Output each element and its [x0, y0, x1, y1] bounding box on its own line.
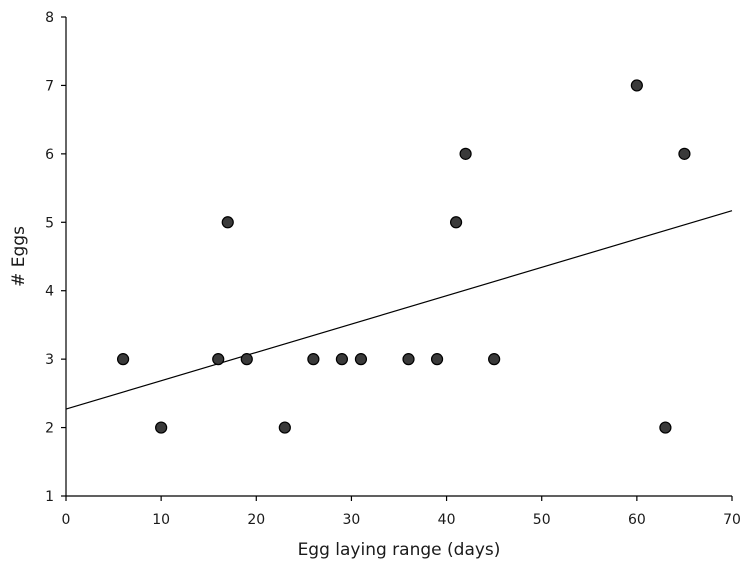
data-point [630, 79, 643, 92]
y-tick-label: 8 [45, 10, 54, 26]
data-point [221, 216, 234, 229]
y-tick-label: 4 [45, 284, 54, 300]
trendline [65, 210, 733, 410]
trendline-layer [65, 210, 733, 410]
y-tick-label: 5 [45, 215, 54, 231]
data-point [307, 353, 320, 366]
data-point [449, 216, 463, 229]
y-tick-label: 3 [45, 352, 54, 368]
y-tick-label: 2 [45, 421, 54, 437]
data-point [678, 147, 691, 160]
data-point [488, 353, 501, 366]
points-layer [116, 79, 691, 434]
x-tick-label: 60 [628, 512, 646, 528]
x-tick-label: 50 [533, 512, 551, 528]
axes: 0 10 20 30 40 50 60 70 1 2 3 4 5 6 7 8 [45, 10, 741, 528]
x-tick-label: 0 [62, 512, 71, 528]
data-point [402, 353, 415, 366]
data-point [116, 353, 130, 366]
x-tick-label: 10 [152, 512, 170, 528]
y-axis-title: # Eggs [9, 226, 29, 287]
data-point [212, 353, 225, 366]
data-point [278, 421, 291, 434]
data-point [240, 353, 253, 366]
x-tick-label: 40 [438, 512, 456, 528]
y-tick-label: 6 [45, 147, 54, 163]
data-point [155, 421, 168, 434]
y-tick-label: 1 [45, 489, 54, 505]
x-axis-title: Egg laying range (days) [298, 540, 501, 560]
data-point [354, 353, 368, 366]
x-tick-label: 20 [247, 512, 265, 528]
data-point [459, 147, 472, 160]
y-tick-label: 7 [45, 78, 54, 94]
x-tick-label: 30 [343, 512, 361, 528]
data-point [659, 421, 672, 434]
data-point [430, 353, 444, 366]
data-point [335, 353, 349, 366]
x-tick-label: 70 [723, 512, 741, 528]
